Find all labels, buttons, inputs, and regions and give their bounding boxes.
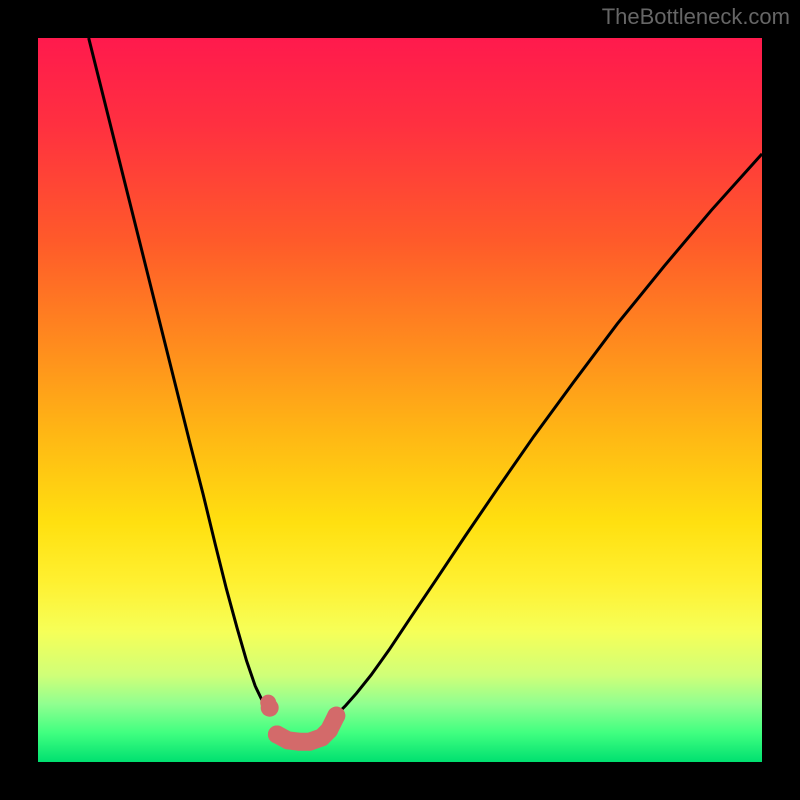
bottleneck-chart [0, 0, 800, 800]
valley-marker [327, 707, 345, 725]
watermark-text: TheBottleneck.com [602, 4, 790, 30]
chart-background [38, 38, 762, 762]
isolated-marker [260, 695, 276, 711]
